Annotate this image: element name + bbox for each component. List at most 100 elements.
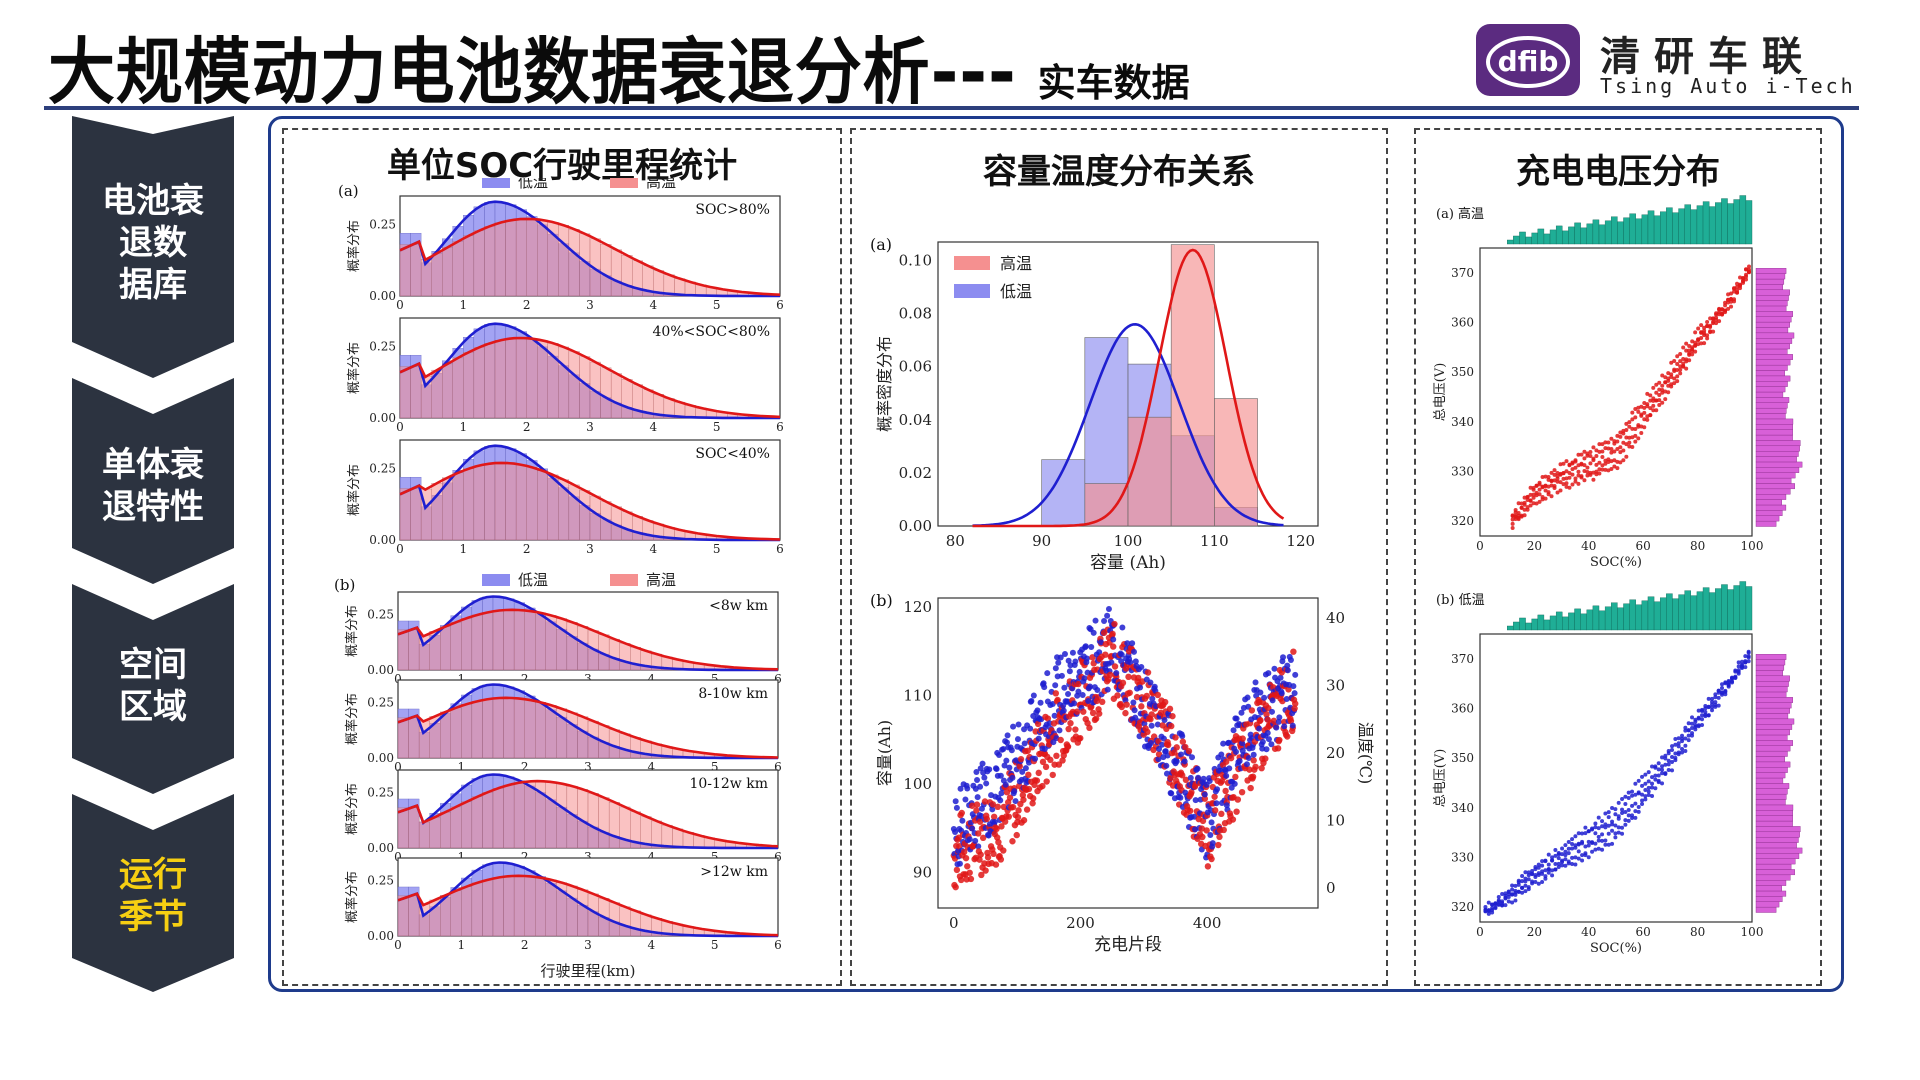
- y-axis-label: 总电压(V): [1433, 749, 1448, 808]
- voltage-point: [1696, 342, 1701, 347]
- soc-marginal-bar: [1727, 203, 1734, 245]
- nav-item-cell-degradation[interactable]: 单体衰 退特性: [102, 445, 204, 527]
- voltage-point: [1646, 793, 1651, 798]
- soc-marginal-bar: [1629, 213, 1636, 245]
- voltage-point: [1576, 473, 1581, 478]
- voltage-point: [1570, 482, 1575, 487]
- capacity-point: [1238, 788, 1246, 796]
- voltage-marginal-bar: [1755, 858, 1796, 865]
- y-tick-label: 330: [1451, 850, 1474, 864]
- voltage-marginal-bar: [1755, 670, 1783, 677]
- capacity-point: [976, 856, 983, 863]
- high-temp-bar: [399, 366, 411, 419]
- high-temp-bar: [482, 612, 494, 671]
- voltage-point: [1573, 476, 1578, 481]
- voltage-point: [1546, 862, 1551, 867]
- voltage-point: [1636, 436, 1641, 441]
- high-temp-bar: [513, 875, 525, 937]
- voltage-point: [1657, 393, 1662, 398]
- capacity-point: [1025, 785, 1033, 793]
- temperature-point: [1003, 757, 1010, 764]
- y-tick-label: 0.08: [899, 305, 932, 323]
- voltage-point: [1588, 461, 1593, 466]
- capacity-point: [1047, 756, 1054, 764]
- nav-item-spatial-region[interactable]: 空间 区域: [119, 645, 187, 727]
- temperature-point: [1223, 802, 1230, 809]
- voltage-point: [1606, 446, 1611, 451]
- temperature-point: [1060, 702, 1067, 709]
- voltage-point: [1636, 809, 1641, 814]
- temperature-point: [1071, 700, 1078, 707]
- voltage-point: [1534, 501, 1539, 506]
- capacity-point: [1073, 708, 1081, 715]
- voltage-point: [1616, 816, 1621, 821]
- voltage-point: [1606, 823, 1611, 828]
- temperature-point: [1269, 708, 1276, 715]
- temperature-point: [973, 768, 980, 775]
- temperature-point: [1130, 648, 1137, 655]
- voltage-marginal-bar: [1755, 756, 1785, 763]
- temperature-point: [1105, 606, 1112, 613]
- temperature-point: [997, 797, 1004, 804]
- voltage-marginal-bar: [1755, 504, 1787, 511]
- voltage-point: [1556, 865, 1561, 870]
- voltage-point: [1583, 853, 1588, 858]
- voltage-marginal-bar: [1755, 659, 1786, 666]
- voltage-point: [1490, 902, 1495, 907]
- temperature-point: [1259, 738, 1266, 745]
- capacity-point: [1125, 673, 1132, 681]
- x-tick-label: 2: [523, 420, 531, 434]
- voltage-point: [1653, 786, 1658, 791]
- voltage-point: [1618, 434, 1623, 439]
- x-tick-label: 6: [774, 672, 782, 686]
- x-tick-label: 100: [1741, 925, 1764, 939]
- voltage-point: [1713, 700, 1718, 705]
- temperature-point: [1058, 672, 1065, 679]
- high-temp-bar: [513, 782, 525, 849]
- voltage-point: [1633, 415, 1638, 420]
- temperature-point: [1069, 649, 1076, 656]
- voltage-point: [1666, 751, 1671, 756]
- voltage-point: [1603, 458, 1608, 463]
- voltage-marginal-bar: [1755, 386, 1786, 393]
- voltage-point: [1540, 497, 1545, 502]
- voltage-point: [1720, 692, 1725, 697]
- capacity-point: [1005, 813, 1012, 820]
- soc-marginal-bar: [1574, 222, 1581, 245]
- soc-marginal-bar: [1653, 215, 1661, 245]
- voltage-point: [1585, 465, 1590, 470]
- capacity-point: [1122, 709, 1129, 717]
- voltage-point: [1663, 756, 1668, 761]
- nav-item-battery-database[interactable]: 电池衰 退数 据库: [102, 181, 204, 305]
- voltage-point: [1613, 812, 1618, 817]
- capacity-point: [1211, 793, 1218, 800]
- voltage-point: [1483, 904, 1488, 909]
- voltage-marginal-bar: [1755, 853, 1800, 859]
- capacity-point: [1274, 745, 1282, 752]
- voltage-marginal-bar: [1755, 289, 1790, 296]
- high-temp-bar: [513, 698, 525, 759]
- voltage-point: [1558, 462, 1563, 467]
- y2-tick-label: 30: [1326, 677, 1345, 695]
- voltage-marginal-bar: [1755, 284, 1783, 291]
- temperature-point: [1163, 762, 1170, 769]
- nav-item-operating-season[interactable]: 运行 季节: [119, 855, 187, 937]
- voltage-point: [1600, 467, 1605, 472]
- legend-label-low: 低温: [518, 571, 548, 589]
- voltage-point: [1550, 873, 1555, 878]
- capacity-point: [1065, 725, 1072, 733]
- voltage-point: [1650, 793, 1655, 798]
- voltage-point: [1696, 715, 1701, 720]
- voltage-point: [1553, 847, 1558, 852]
- voltage-point: [1648, 393, 1653, 398]
- x-tick-label: 3: [586, 298, 594, 312]
- voltage-point: [1640, 802, 1645, 807]
- voltage-point: [1603, 811, 1608, 816]
- temperature-point: [1104, 612, 1111, 619]
- temperature-point: [1290, 683, 1297, 690]
- voltage-point: [1537, 499, 1542, 504]
- voltage-point: [1528, 503, 1533, 508]
- voltage-point: [1563, 853, 1568, 858]
- low-temp-curve: [399, 200, 780, 298]
- temperature-point: [1154, 721, 1161, 728]
